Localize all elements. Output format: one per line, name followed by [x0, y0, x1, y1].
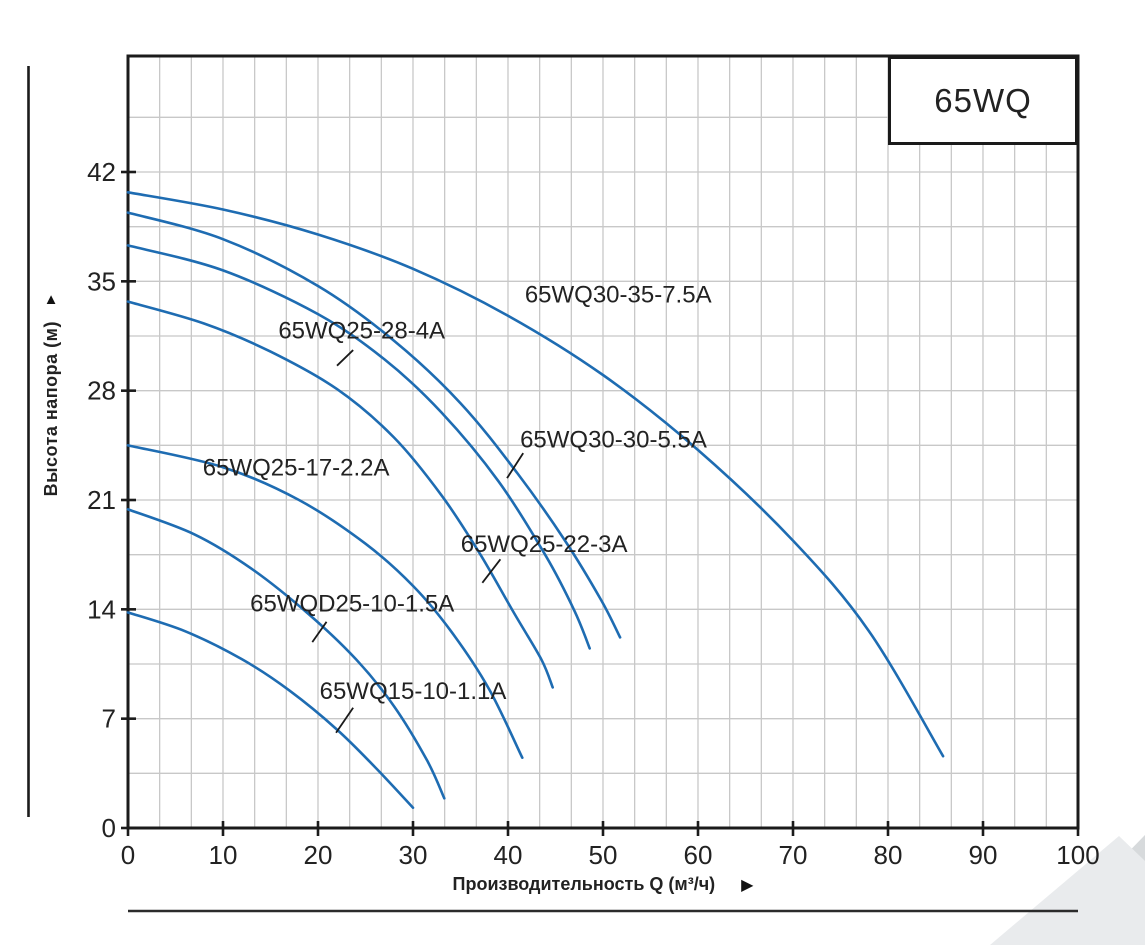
x-tick-label: 50 [589, 840, 618, 870]
curve-label-leader [335, 707, 354, 734]
x-tick-label: 10 [209, 840, 238, 870]
curve-label-leader [311, 621, 328, 643]
series-title-box: 65WQ [888, 56, 1078, 145]
curve-label-leader [506, 452, 524, 479]
curve-label: 65WQD25-10-1.5A [250, 591, 454, 618]
y-tick-label: 21 [87, 485, 116, 515]
curve-label: 65WQ25-22-3A [461, 531, 628, 558]
x-tick-label: 60 [684, 840, 713, 870]
pump-curve [126, 444, 524, 759]
x-tick-label: 40 [494, 840, 523, 870]
curve-label-leader [336, 349, 354, 367]
x-tick-label: 90 [969, 840, 998, 870]
corner-decoration-front [990, 836, 1145, 945]
x-axis-arrow-icon: ▶ [741, 877, 754, 894]
pump-curve [126, 508, 446, 800]
pump-curve [126, 191, 945, 758]
x-tick-label: 80 [874, 840, 903, 870]
y-axis-title-block: ▲ Высота напора (м) [34, 292, 68, 496]
x-tick-label: 100 [1056, 840, 1099, 870]
x-axis-title: Производительность Q (м³/ч) [452, 874, 716, 894]
curve-label: 65WQ30-35-7.5A [525, 281, 712, 308]
y-tick-label: 0 [102, 813, 116, 843]
x-tick-label: 20 [304, 840, 333, 870]
x-axis-title-block: Производительность Q (м³/ч) ▶ [128, 874, 1078, 895]
pump-curve [126, 300, 554, 689]
x-tick-label: 30 [399, 840, 428, 870]
curve-label: 65WQ15-10-1.1A [320, 678, 507, 705]
series-title: 65WQ [934, 81, 1032, 119]
y-tick-label: 35 [87, 266, 116, 296]
x-tick-label: 0 [121, 840, 135, 870]
y-tick-label: 42 [87, 157, 116, 187]
y-axis-title: Высота напора (м) [40, 321, 61, 497]
curve-label-leader [481, 558, 502, 584]
curve-label: 65WQ25-17-2.2A [203, 455, 390, 482]
pump-curve [126, 244, 591, 650]
curve-label: 65WQ30-30-5.5A [520, 427, 707, 454]
pump-curve [126, 611, 415, 809]
pump-curve [126, 211, 622, 639]
curve-label: 65WQ25-28-4A [278, 317, 445, 344]
y-tick-label: 7 [102, 704, 116, 734]
y-tick-label: 28 [87, 376, 116, 406]
y-tick-label: 14 [87, 594, 116, 624]
y-axis-arrow-icon: ▲ [43, 291, 59, 308]
x-tick-label: 70 [779, 840, 808, 870]
